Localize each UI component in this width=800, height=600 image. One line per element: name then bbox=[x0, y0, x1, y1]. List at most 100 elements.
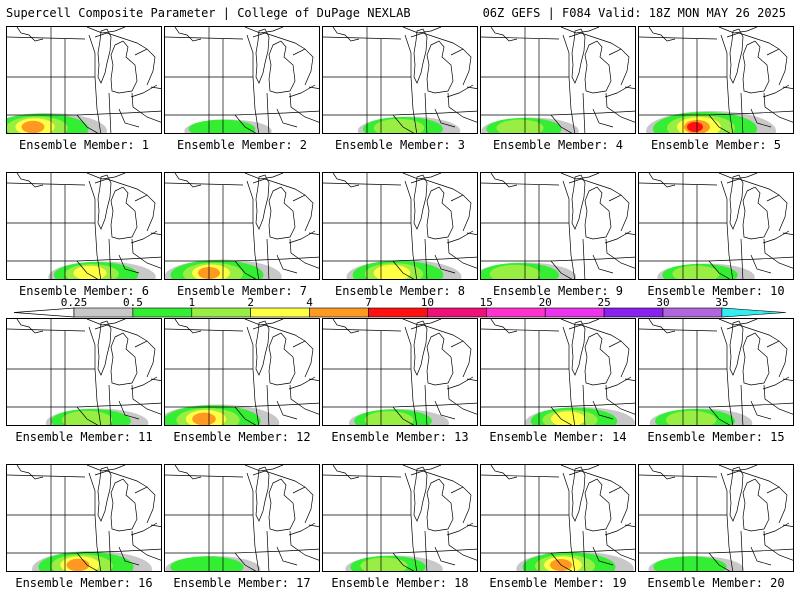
member-map bbox=[481, 319, 635, 425]
colorbar-left-arrow bbox=[13, 307, 75, 318]
scp-contour bbox=[192, 412, 216, 425]
colorbar-tick-label: 0.5 bbox=[123, 296, 143, 309]
boundary-line bbox=[234, 114, 257, 133]
boundary-line bbox=[568, 178, 622, 196]
boundary-line bbox=[118, 254, 140, 274]
colorbar-tick-label: 25 bbox=[597, 296, 610, 309]
boundary-line bbox=[550, 552, 573, 571]
boundary-line bbox=[131, 384, 161, 415]
boundary-line bbox=[118, 546, 140, 566]
boundary-line bbox=[639, 328, 718, 332]
colorbar-segment bbox=[485, 307, 546, 318]
colorbar-segment bbox=[309, 307, 369, 318]
boundary-line bbox=[568, 470, 622, 488]
boundary-line bbox=[288, 522, 316, 536]
boundary-line bbox=[246, 326, 254, 369]
boundary-line bbox=[481, 256, 635, 262]
boundary-line bbox=[268, 332, 296, 386]
boundary-line bbox=[742, 332, 770, 386]
boundary-line bbox=[424, 384, 428, 425]
boundary-line bbox=[639, 36, 718, 40]
boundary-line bbox=[708, 114, 731, 133]
boundary-line bbox=[165, 36, 244, 40]
boundary-line bbox=[252, 324, 306, 342]
boundary-line bbox=[726, 514, 734, 571]
boundary-line bbox=[568, 32, 622, 50]
member-map bbox=[7, 173, 161, 279]
boundary-line bbox=[150, 86, 161, 90]
boundary-line bbox=[7, 548, 161, 554]
boundary-line bbox=[323, 474, 402, 478]
member-panel bbox=[638, 318, 794, 426]
boundary-line bbox=[252, 514, 260, 571]
boundary-line bbox=[560, 27, 600, 34]
member-label: Ensemble Member: 18 bbox=[331, 576, 469, 590]
boundary-line bbox=[648, 173, 676, 188]
member-label: Ensemble Member: 8 bbox=[334, 284, 466, 298]
member-map bbox=[481, 173, 635, 279]
boundary-line bbox=[410, 76, 418, 133]
boundary-line bbox=[130, 84, 158, 98]
boundary-line bbox=[568, 76, 576, 133]
colorbar-tick-label: 15 bbox=[480, 296, 493, 309]
boundary-line bbox=[624, 232, 635, 236]
boundary-line bbox=[426, 186, 454, 240]
member-panel bbox=[164, 318, 320, 426]
boundary-line bbox=[88, 472, 96, 515]
boundary-line bbox=[762, 376, 790, 390]
colorbar-segment bbox=[73, 307, 134, 318]
boundary-line bbox=[288, 376, 316, 390]
boundary-line bbox=[782, 524, 793, 528]
boundary-line bbox=[766, 486, 788, 524]
boundary-line bbox=[7, 110, 161, 116]
boundary-line bbox=[562, 326, 570, 369]
boundary-line bbox=[244, 319, 284, 326]
boundary-line bbox=[266, 384, 270, 425]
boundary-line bbox=[568, 324, 622, 342]
boundary-line bbox=[165, 182, 244, 186]
boundary-line bbox=[604, 84, 632, 98]
colorbar-tick-label: 7 bbox=[365, 296, 372, 309]
colorbar-segment bbox=[544, 307, 605, 318]
boundary-line bbox=[571, 28, 586, 84]
boundary-line bbox=[639, 110, 793, 116]
boundary-line bbox=[742, 186, 770, 240]
scp-contour bbox=[373, 118, 425, 133]
scp-contour bbox=[653, 556, 727, 571]
boundary-line bbox=[720, 326, 728, 369]
boundary-line bbox=[292, 486, 314, 524]
boundary-line bbox=[16, 465, 44, 480]
scp-contour bbox=[170, 556, 244, 571]
map-title: Supercell Composite Parameter | College … bbox=[6, 6, 411, 20]
run-info: 06Z GEFS | F084 Valid: 18Z MON MAY 26 20… bbox=[482, 6, 786, 20]
boundary-line bbox=[268, 478, 296, 532]
boundary-line bbox=[94, 32, 148, 50]
colorbar-tick-label: 35 bbox=[715, 296, 728, 309]
boundary-line bbox=[244, 27, 284, 34]
boundary-line bbox=[726, 222, 734, 279]
member-label: Ensemble Member: 2 bbox=[176, 138, 308, 152]
boundary-line bbox=[174, 465, 202, 480]
boundary-line bbox=[639, 256, 793, 262]
boundary-line bbox=[592, 546, 614, 566]
boundary-line bbox=[740, 238, 744, 279]
boundary-line bbox=[86, 27, 126, 34]
boundary-line bbox=[426, 40, 454, 94]
boundary-line bbox=[729, 320, 744, 376]
header: Supercell Composite Parameter | College … bbox=[0, 0, 800, 22]
member-panel bbox=[480, 318, 636, 426]
member-panel bbox=[322, 464, 478, 572]
member-map bbox=[165, 173, 319, 279]
member-label: Ensemble Member: 14 bbox=[489, 430, 627, 444]
boundary-line bbox=[402, 319, 442, 326]
boundary-line bbox=[410, 32, 464, 50]
boundary-line bbox=[323, 548, 477, 554]
boundary-line bbox=[582, 238, 586, 279]
boundary-line bbox=[288, 230, 316, 244]
boundary-line bbox=[234, 552, 257, 571]
boundary-line bbox=[410, 470, 464, 488]
member-map bbox=[165, 465, 319, 571]
scp-contour bbox=[665, 410, 717, 425]
member-panel bbox=[638, 26, 794, 134]
boundary-line bbox=[402, 173, 442, 180]
